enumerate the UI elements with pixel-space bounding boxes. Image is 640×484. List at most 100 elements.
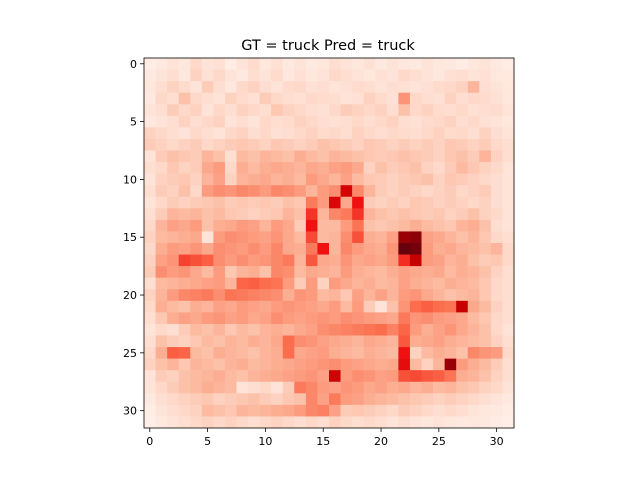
heatmap-cell — [259, 358, 272, 371]
heatmap-cell — [155, 162, 168, 174]
heatmap-cell — [224, 277, 237, 290]
heatmap-cell — [144, 347, 156, 359]
heatmap-cell — [294, 312, 307, 325]
heatmap-cell — [178, 404, 191, 417]
heatmap-cell — [282, 370, 295, 383]
heatmap-cell — [167, 69, 179, 82]
heatmap-cell — [144, 127, 156, 140]
heatmap-cell — [317, 219, 330, 232]
heatmap-cell — [479, 370, 492, 383]
heatmap-cell — [502, 127, 515, 140]
heatmap-cell — [386, 138, 399, 151]
heatmap-cell — [386, 196, 399, 209]
heatmap-cell — [282, 393, 295, 406]
heatmap-cell — [433, 69, 445, 82]
heatmap-cell — [398, 162, 411, 174]
heatmap-cell — [190, 150, 203, 163]
heatmap-cell — [144, 69, 156, 82]
heatmap-cell — [444, 231, 457, 244]
heatmap-cell — [178, 231, 191, 244]
heatmap-cell — [456, 243, 469, 255]
heatmap-cell — [352, 300, 364, 313]
heatmap-cell — [456, 81, 469, 93]
heatmap-cell — [317, 104, 330, 117]
heatmap-cell — [317, 58, 330, 70]
heatmap-cell — [236, 185, 249, 198]
heatmap-cell — [167, 404, 179, 417]
heatmap-cell — [144, 115, 156, 128]
heatmap-cell — [317, 289, 330, 302]
heatmap-cell — [386, 323, 399, 336]
heatmap-cell — [375, 347, 388, 359]
heatmap-cell — [502, 92, 515, 105]
heatmap-cell — [190, 231, 203, 244]
heatmap-cell — [479, 185, 492, 198]
heatmap-cell — [317, 150, 330, 163]
heatmap-cell — [479, 81, 492, 93]
heatmap-cell — [294, 404, 307, 417]
heatmap-cell — [305, 266, 318, 278]
heatmap-cell — [375, 404, 388, 417]
heatmap-cell — [386, 393, 399, 406]
heatmap-cell — [201, 335, 214, 348]
heatmap-cell — [340, 185, 353, 198]
heatmap-cell — [352, 81, 364, 93]
heatmap-cell — [236, 243, 249, 255]
heatmap-cell — [271, 185, 284, 198]
x-tick-label: 30 — [490, 435, 504, 448]
heatmap-cell — [433, 127, 445, 140]
heatmap-cell — [167, 347, 179, 359]
heatmap-cell — [386, 219, 399, 232]
heatmap-cell — [282, 381, 295, 394]
heatmap-cell — [236, 58, 249, 70]
heatmap-cell — [433, 219, 445, 232]
heatmap-cell — [490, 416, 503, 429]
heatmap-cell — [248, 347, 260, 359]
heatmap-cell — [305, 150, 318, 163]
heatmap-cell — [502, 104, 515, 117]
heatmap-cell — [340, 289, 353, 302]
heatmap-cell — [340, 81, 353, 93]
heatmap-cell — [340, 219, 353, 232]
heatmap-cell — [178, 381, 191, 394]
heatmap-cell — [386, 81, 399, 93]
heatmap-cell — [190, 289, 203, 302]
heatmap-cell — [467, 300, 480, 313]
heatmap-cell — [236, 312, 249, 325]
heatmap-cell — [282, 219, 295, 232]
y-tick-label: 5 — [130, 116, 137, 129]
heatmap-cell — [467, 69, 480, 82]
heatmap-cell — [178, 92, 191, 105]
heatmap-cell — [467, 393, 480, 406]
heatmap-cell — [317, 127, 330, 140]
heatmap-cell — [444, 150, 457, 163]
heatmap-cell — [294, 243, 307, 255]
heatmap-cell — [213, 208, 226, 221]
x-tick-label: 0 — [146, 435, 153, 448]
heatmap-cell — [282, 115, 295, 128]
heatmap-cell — [282, 150, 295, 163]
heatmap-cell — [167, 81, 179, 93]
heatmap-cell — [190, 208, 203, 221]
heatmap-cell — [398, 150, 411, 163]
heatmap-cell — [317, 115, 330, 128]
heatmap-cell — [201, 266, 214, 278]
heatmap-cell — [317, 81, 330, 93]
heatmap-cell — [294, 231, 307, 244]
heatmap-cell — [421, 381, 434, 394]
heatmap-cell — [224, 381, 237, 394]
heatmap-cell — [456, 347, 469, 359]
heatmap-cell — [294, 138, 307, 151]
heatmap-cell — [282, 254, 295, 267]
heatmap-cell — [224, 254, 237, 267]
heatmap-cell — [155, 81, 168, 93]
heatmap-cell — [178, 150, 191, 163]
heatmap-cell — [490, 289, 503, 302]
heatmap-cell — [433, 196, 445, 209]
heatmap-cell — [340, 150, 353, 163]
heatmap-cell — [248, 196, 260, 209]
heatmap-cell — [329, 185, 341, 198]
heatmap-cell — [213, 92, 226, 105]
heatmap-cell — [433, 138, 445, 151]
heatmap-cell — [375, 254, 388, 267]
